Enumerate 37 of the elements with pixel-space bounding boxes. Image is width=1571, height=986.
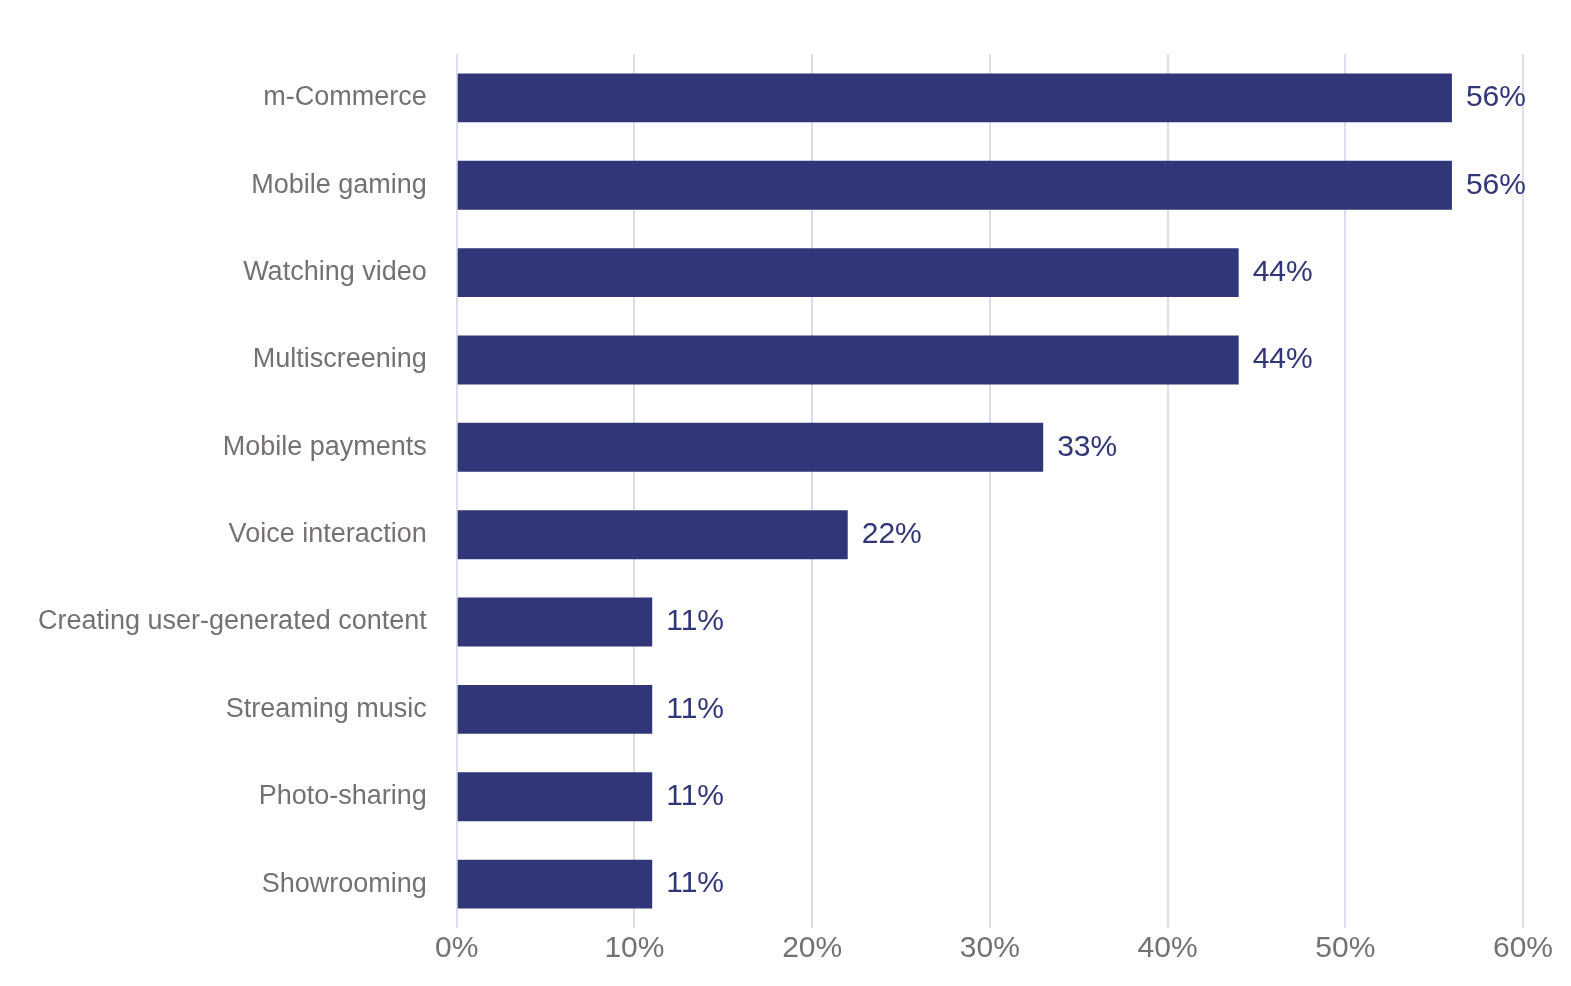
bar bbox=[457, 73, 1452, 123]
bar bbox=[457, 248, 1239, 298]
bar bbox=[457, 510, 848, 560]
data-label: 33% bbox=[1057, 428, 1118, 462]
y-tick-label: Streaming music bbox=[225, 692, 427, 723]
bar bbox=[457, 422, 1044, 472]
x-tick-label: 0% bbox=[435, 930, 479, 964]
y-tick-label: Showrooming bbox=[261, 867, 427, 898]
y-tick-label: Watching video bbox=[243, 256, 427, 287]
bar bbox=[457, 597, 653, 647]
x-tick-label: 40% bbox=[1137, 930, 1198, 964]
data-label: 11% bbox=[666, 603, 725, 637]
data-label: 11% bbox=[666, 690, 725, 724]
y-tick-label: Mobile payments bbox=[222, 430, 427, 461]
x-tick-label: 10% bbox=[604, 930, 665, 964]
x-tick-label: 60% bbox=[1492, 930, 1554, 964]
y-tick-label: Mobile gaming bbox=[251, 168, 427, 199]
y-tick-label: Photo-sharing bbox=[258, 780, 427, 811]
data-label: 56% bbox=[1465, 79, 1526, 113]
y-tick-label: Voice interaction bbox=[228, 518, 427, 549]
bar bbox=[457, 160, 1452, 210]
y-tick-label: m-Commerce bbox=[263, 81, 427, 112]
data-label: 44% bbox=[1252, 253, 1313, 287]
x-tick-label: 20% bbox=[782, 930, 843, 964]
data-label: 56% bbox=[1465, 166, 1526, 200]
data-label: 11% bbox=[666, 778, 725, 812]
y-tick-label: Multiscreening bbox=[252, 343, 427, 374]
data-label: 22% bbox=[861, 515, 922, 549]
data-label: 44% bbox=[1252, 341, 1313, 375]
bar bbox=[457, 684, 653, 734]
x-tick-label: 50% bbox=[1315, 930, 1376, 964]
bar bbox=[457, 859, 653, 909]
data-label: 11% bbox=[666, 865, 725, 899]
bar bbox=[457, 335, 1239, 385]
bar bbox=[457, 772, 653, 822]
y-tick-label: Creating user-generated content bbox=[37, 605, 428, 636]
x-tick-label: 30% bbox=[959, 930, 1020, 964]
